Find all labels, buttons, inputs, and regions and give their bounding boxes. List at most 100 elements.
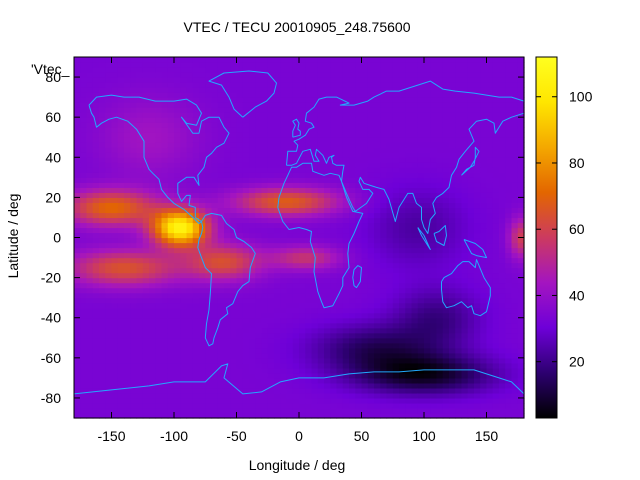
heatmap-cell bbox=[499, 242, 506, 249]
heatmap-cell bbox=[392, 347, 400, 354]
heatmap-cell bbox=[442, 212, 450, 219]
heatmap-cell bbox=[236, 197, 244, 203]
heatmap-cell bbox=[86, 277, 94, 284]
heatmap-cell bbox=[80, 67, 88, 73]
heatmap-cell bbox=[392, 192, 400, 198]
heatmap-cell bbox=[74, 182, 81, 188]
heatmap-cell bbox=[155, 397, 163, 404]
heatmap-cell bbox=[161, 257, 169, 264]
heatmap-cell bbox=[280, 327, 288, 334]
heatmap-cell bbox=[486, 127, 494, 133]
heatmap-cell bbox=[336, 407, 344, 414]
heatmap-cell bbox=[199, 77, 206, 83]
heatmap-cell bbox=[386, 117, 394, 123]
heatmap-cell bbox=[349, 182, 356, 188]
heatmap-cell bbox=[399, 237, 406, 244]
heatmap-cell bbox=[74, 137, 81, 143]
heatmap-cell bbox=[255, 97, 263, 103]
heatmap-cell bbox=[430, 157, 438, 163]
heatmap-cell bbox=[74, 127, 81, 133]
heatmap-cell bbox=[392, 57, 400, 63]
heatmap-cell bbox=[442, 252, 450, 259]
heatmap-cell bbox=[167, 312, 175, 319]
heatmap-cell bbox=[86, 382, 94, 389]
heatmap-cell bbox=[249, 97, 256, 103]
heatmap-cell bbox=[180, 367, 188, 374]
heatmap-cell bbox=[461, 177, 469, 183]
heatmap-cell bbox=[136, 372, 144, 379]
heatmap-cell bbox=[192, 272, 200, 279]
heatmap-cell bbox=[367, 122, 375, 128]
heatmap-cell bbox=[286, 312, 294, 319]
heatmap-cell bbox=[486, 372, 494, 379]
heatmap-cell bbox=[386, 97, 394, 103]
heatmap-cell bbox=[399, 82, 406, 88]
heatmap-cell bbox=[74, 367, 81, 374]
heatmap-cell bbox=[217, 292, 225, 299]
heatmap-cell bbox=[455, 97, 463, 103]
heatmap-cell bbox=[167, 267, 175, 274]
heatmap-cell bbox=[436, 247, 444, 254]
heatmap-cell bbox=[205, 332, 213, 339]
heatmap-cell bbox=[436, 287, 444, 294]
heatmap-cell bbox=[274, 82, 281, 88]
heatmap-cell bbox=[217, 387, 225, 394]
heatmap-cell bbox=[261, 132, 269, 138]
heatmap-cell bbox=[130, 247, 138, 254]
heatmap-cell bbox=[255, 202, 263, 209]
heatmap-cell bbox=[267, 337, 275, 344]
heatmap-cell bbox=[486, 167, 494, 173]
heatmap-cell bbox=[492, 162, 500, 168]
heatmap-cell bbox=[149, 67, 156, 73]
heatmap-cell bbox=[317, 182, 325, 188]
heatmap-cell bbox=[80, 292, 88, 299]
heatmap-cell bbox=[417, 337, 425, 344]
heatmap-cell bbox=[374, 62, 381, 68]
heatmap-cell bbox=[242, 317, 250, 324]
heatmap-cell bbox=[317, 282, 325, 289]
heatmap-cell bbox=[224, 162, 231, 168]
heatmap-cell bbox=[424, 177, 431, 183]
heatmap-cell bbox=[111, 402, 119, 409]
heatmap-cell bbox=[74, 197, 81, 203]
heatmap-cell bbox=[499, 277, 506, 284]
heatmap-cell bbox=[180, 127, 188, 133]
heatmap-cell bbox=[142, 337, 150, 344]
heatmap-cell bbox=[442, 152, 450, 158]
heatmap-cell bbox=[249, 327, 256, 334]
heatmap-cell bbox=[142, 262, 150, 269]
heatmap-cell bbox=[174, 332, 181, 339]
heatmap-cell bbox=[405, 57, 413, 63]
heatmap-cell bbox=[155, 387, 163, 394]
heatmap-cell bbox=[192, 142, 200, 148]
heatmap-cell bbox=[274, 377, 281, 384]
heatmap-cell bbox=[74, 342, 81, 349]
heatmap-cell bbox=[449, 157, 456, 163]
heatmap-cell bbox=[274, 257, 281, 264]
heatmap-cell bbox=[255, 142, 263, 148]
heatmap-cell bbox=[280, 207, 288, 214]
heatmap-cell bbox=[411, 252, 419, 259]
heatmap-cell bbox=[136, 402, 144, 409]
heatmap-cell bbox=[311, 227, 319, 234]
heatmap-cell bbox=[286, 237, 294, 244]
heatmap-cell bbox=[417, 262, 425, 269]
heatmap-cell bbox=[374, 232, 381, 239]
heatmap-cell bbox=[349, 277, 356, 284]
heatmap-cell bbox=[324, 357, 331, 364]
heatmap-cell bbox=[174, 357, 181, 364]
heatmap-cell bbox=[205, 202, 213, 209]
heatmap-cell bbox=[261, 412, 269, 419]
heatmap-cell bbox=[442, 72, 450, 78]
heatmap-cell bbox=[261, 187, 269, 193]
heatmap-cell bbox=[461, 87, 469, 93]
heatmap-cell bbox=[355, 242, 363, 249]
heatmap-cell bbox=[249, 387, 256, 394]
heatmap-cell bbox=[224, 372, 231, 379]
heatmap-cell bbox=[392, 302, 400, 309]
heatmap-cell bbox=[449, 297, 456, 304]
heatmap-cell bbox=[455, 307, 463, 314]
heatmap-cell bbox=[299, 82, 306, 88]
heatmap-cell bbox=[167, 352, 175, 359]
heatmap-cell bbox=[386, 302, 394, 309]
